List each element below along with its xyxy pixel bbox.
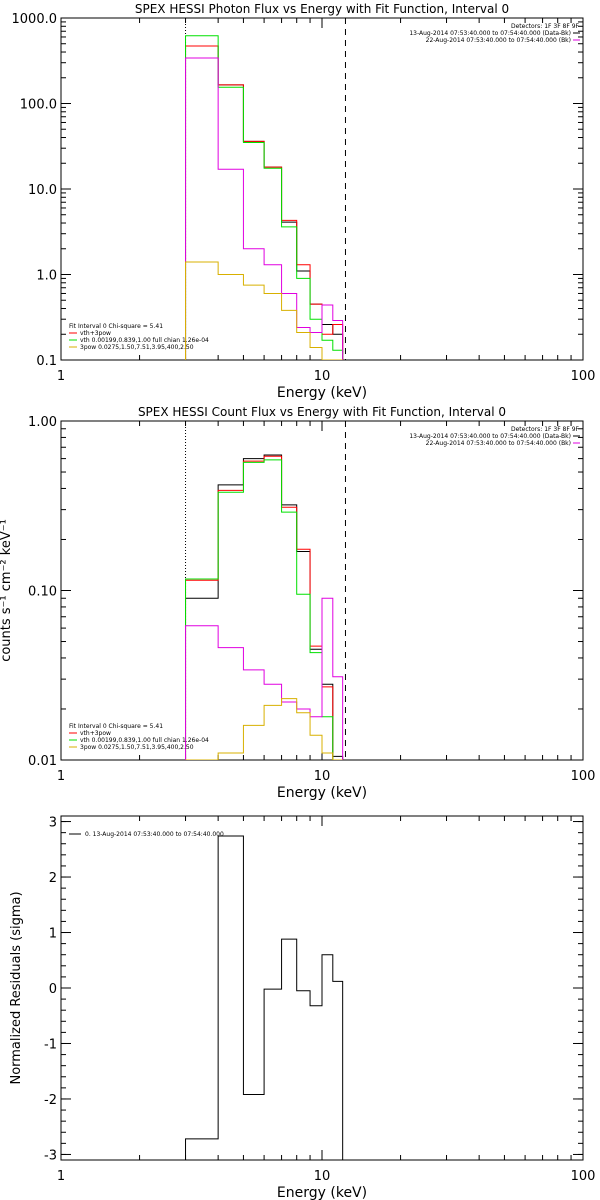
legend-topleft-line: 0. 13-Aug-2014 07:53:40.000 to 07:54:40.… bbox=[85, 831, 224, 838]
legend-topright-line: 22-Aug-2014 07:53:40.000 to 07:54:40.000… bbox=[426, 37, 571, 44]
y-tick-label: 1.00 bbox=[28, 415, 57, 430]
y-axis-label: counts s⁻¹ cm⁻² keV⁻¹ bbox=[0, 519, 14, 662]
x-tick-label: 100 bbox=[571, 1169, 596, 1184]
series-group bbox=[185, 35, 344, 360]
x-axis-label: Energy (keV) bbox=[277, 785, 367, 801]
chart-title: SPEX HESSI Count Flux vs Energy with Fit… bbox=[138, 405, 506, 419]
y-tick-label: -3 bbox=[44, 1148, 57, 1163]
y-tick-label: 0 bbox=[49, 982, 57, 997]
legend-topright-line: Detectors: 1F 3F 8F 9F bbox=[511, 426, 580, 433]
series-magenta-line bbox=[185, 597, 344, 760]
legend-bottomleft-line: Fit Interval 0 Chi-square = 5.41 bbox=[69, 323, 163, 330]
x-tick-label: 10 bbox=[314, 769, 331, 784]
x-axis-label: Energy (keV) bbox=[277, 385, 367, 401]
legend-topright-line: 22-Aug-2014 07:53:40.000 to 07:54:40.000… bbox=[426, 440, 571, 447]
x-axis-label: Energy (keV) bbox=[277, 1185, 367, 1200]
series-group bbox=[185, 454, 344, 760]
series-yellow-line bbox=[185, 698, 343, 760]
y-axis-label: Normalized Residuals (sigma) bbox=[9, 891, 24, 1084]
series-red-line bbox=[185, 45, 344, 360]
series-magenta-line bbox=[185, 57, 344, 360]
legend-bottomleft-line: vth+3pow bbox=[80, 330, 111, 337]
y-tick-label: 1 bbox=[49, 927, 57, 942]
x-tick-label: 10 bbox=[314, 1169, 331, 1184]
x-tick-label: 10 bbox=[314, 369, 331, 384]
chart-title: SPEX HESSI Photon Flux vs Energy with Fi… bbox=[135, 2, 509, 16]
legend-topright-line: 13-Aug-2014 07:53:40.000 to 07:54:40.000… bbox=[409, 30, 571, 37]
legend-bottomleft-line: 3pow 0.0275,1.50,7.51,3.95,400,2.50 bbox=[80, 344, 194, 351]
legend-bottomleft-line: 3pow 0.0275,1.50,7.51,3.95,400,2.50 bbox=[80, 744, 194, 751]
y-tick-label: -2 bbox=[44, 1093, 57, 1108]
legend-bottomleft-line: vth 0.00199,0.839,1.00 full chian 1.26e-… bbox=[80, 737, 209, 744]
legend-topright-line: Detectors: 1F 3F 8F 9F bbox=[511, 23, 580, 30]
y-tick-label: -1 bbox=[44, 1037, 57, 1052]
x-tick-label: 100 bbox=[571, 769, 596, 784]
y-tick-label: 3 bbox=[49, 816, 57, 831]
x-tick-label: 1 bbox=[57, 1169, 65, 1184]
panel-2: 1 10 100 Energy (keV) 0.01 0.10 1.00 SPEX HESSI… bbox=[0, 405, 595, 801]
y-tick-label: 1.0 bbox=[36, 269, 57, 284]
y-tick-label: 100.0 bbox=[20, 98, 57, 113]
series-black-line bbox=[185, 45, 344, 360]
series-black-line bbox=[185, 835, 344, 1160]
legend-bottomleft-line: vth 0.00199,0.839,1.00 full chian 1.26e-… bbox=[80, 337, 209, 344]
x-tick-label: 1 bbox=[57, 369, 65, 384]
y-tick-label: 2 bbox=[49, 871, 57, 886]
series-black-line bbox=[185, 454, 344, 760]
y-tick-label: 10.0 bbox=[28, 183, 57, 198]
panel-1: 1 10 100 Energy (keV) 0.1 1.0 10.0 100.0 1000.0 S… bbox=[12, 2, 596, 401]
y-tick-label: 1000.0 bbox=[12, 12, 58, 27]
y-tick-label: 0.10 bbox=[28, 585, 57, 600]
legend-bottomleft-line: Fit Interval 0 Chi-square = 5.41 bbox=[69, 723, 163, 730]
x-tick-label: 100 bbox=[571, 369, 596, 384]
y-tick-label: 0.01 bbox=[28, 754, 57, 769]
series-green-line bbox=[185, 35, 344, 360]
series-yellow-line bbox=[185, 261, 343, 360]
series-group bbox=[185, 835, 344, 1160]
y-tick-label: 0.1 bbox=[36, 354, 57, 369]
panel-3: 1 10 100 Energy (keV) -3 -2 -1 0 1 2 3 Normalized R… bbox=[9, 815, 596, 1200]
x-tick-label: 1 bbox=[57, 769, 65, 784]
legend-bottomleft-line: vth+3pow bbox=[80, 730, 111, 737]
legend-topright-line: 13-Aug-2014 07:53:40.000 to 07:54:40.000… bbox=[409, 433, 571, 440]
